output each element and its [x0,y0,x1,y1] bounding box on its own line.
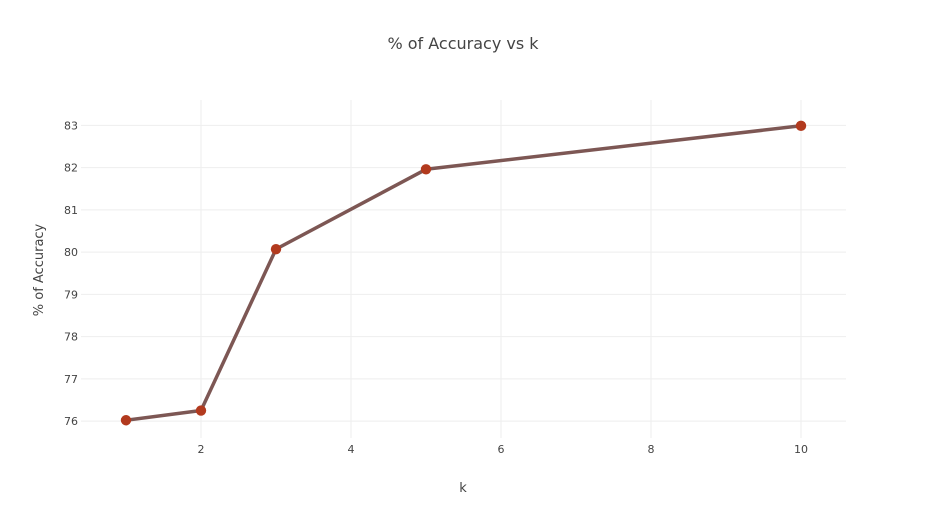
y-tick-label: 83 [64,119,78,132]
y-tick-label: 79 [64,288,78,301]
x-tick-label: 2 [198,443,205,456]
y-tick-label: 78 [64,331,78,344]
x-tick-label: 10 [794,443,808,456]
x-gridlines [200,100,802,438]
x-tick-label: 4 [348,443,355,456]
data-point[interactable] [795,120,807,131]
y-tick-label: 77 [64,373,78,386]
data-point[interactable] [420,164,432,175]
data-point[interactable] [120,415,132,426]
data-point[interactable] [270,243,282,255]
y-tick-label: 80 [64,246,78,259]
y-tick-label: 82 [64,162,78,175]
x-tick-label: 8 [648,443,655,456]
x-tick-labels: 2 4 6 8 10 [198,443,809,456]
series-layer [120,120,807,426]
chart-title: % of Accuracy vs k [387,34,539,53]
y-axis-title: % of Accuracy [32,223,47,316]
y-tick-label: 81 [64,204,78,217]
y-tick-label: 76 [64,415,78,428]
y-tick-labels: 76 77 78 79 80 81 82 83 [64,119,78,428]
x-tick-label: 6 [498,443,505,456]
series-line [124,124,803,422]
y-gridlines [81,124,846,422]
x-axis-title: k [459,481,467,496]
data-point[interactable] [195,405,207,416]
